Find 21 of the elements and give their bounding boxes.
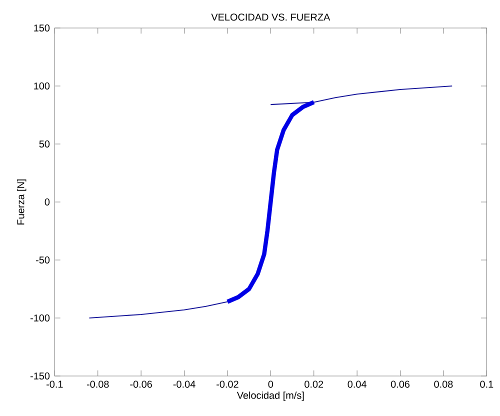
x-tick-label: 0	[268, 380, 274, 388]
x-tick-label: -0.1	[46, 380, 63, 388]
x-tick-label: 0.08	[434, 380, 453, 388]
y-tick-label: -50	[36, 256, 50, 264]
x-tick-label: -0.06	[130, 380, 152, 388]
y-tick-label: 150	[34, 24, 50, 32]
x-axis-title: Velocidad [m/s]	[236, 392, 304, 401]
y-tick-label: 50	[39, 140, 50, 148]
x-tick-label: 0.06	[390, 380, 410, 388]
x-tick-label: 0.02	[304, 380, 324, 388]
x-tick-label: -0.04	[173, 380, 196, 388]
y-axis-title: Fuerza [N]	[16, 179, 26, 224]
x-tick-label: -0.02	[216, 380, 238, 388]
y-tick-label: -150	[30, 372, 50, 380]
y-tick-label: 100	[34, 82, 50, 90]
x-tick-label: -0.08	[86, 380, 109, 388]
y-tick-label: -100	[30, 314, 50, 322]
chart-title: VELOCIDAD VS. FUERZA	[211, 14, 330, 21]
x-tick-label: 0.04	[348, 380, 366, 388]
x-tick-label: 0.1	[480, 380, 494, 388]
y-tick-label: 0	[44, 198, 50, 206]
